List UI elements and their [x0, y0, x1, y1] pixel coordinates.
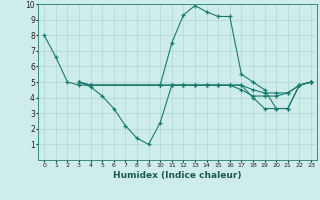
X-axis label: Humidex (Indice chaleur): Humidex (Indice chaleur) — [113, 171, 242, 180]
